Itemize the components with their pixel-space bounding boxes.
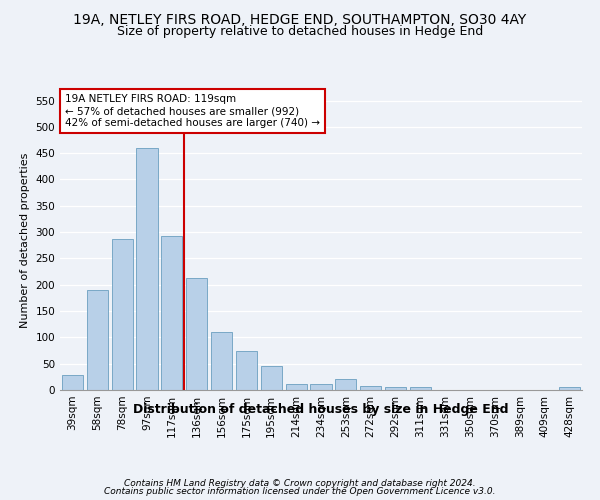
Bar	[310, 384, 332, 390]
Bar	[236, 351, 257, 390]
Y-axis label: Number of detached properties: Number of detached properties	[20, 152, 30, 328]
Bar	[87, 290, 108, 390]
Bar	[211, 332, 232, 390]
Bar	[385, 388, 406, 390]
Bar	[360, 386, 381, 390]
Text: Contains HM Land Registry data © Crown copyright and database right 2024.: Contains HM Land Registry data © Crown c…	[124, 478, 476, 488]
Bar	[410, 388, 431, 390]
Text: 19A NETLEY FIRS ROAD: 119sqm
← 57% of detached houses are smaller (992)
42% of s: 19A NETLEY FIRS ROAD: 119sqm ← 57% of de…	[65, 94, 320, 128]
Text: Size of property relative to detached houses in Hedge End: Size of property relative to detached ho…	[117, 25, 483, 38]
Text: 19A, NETLEY FIRS ROAD, HEDGE END, SOUTHAMPTON, SO30 4AY: 19A, NETLEY FIRS ROAD, HEDGE END, SOUTHA…	[73, 12, 527, 26]
Bar	[261, 366, 282, 390]
Bar	[286, 384, 307, 390]
Bar	[62, 376, 83, 390]
Bar	[136, 148, 158, 390]
Bar	[112, 239, 133, 390]
Bar	[186, 278, 207, 390]
Bar	[161, 236, 182, 390]
Bar	[335, 380, 356, 390]
Text: Contains public sector information licensed under the Open Government Licence v3: Contains public sector information licen…	[104, 487, 496, 496]
Text: Distribution of detached houses by size in Hedge End: Distribution of detached houses by size …	[133, 402, 509, 415]
Bar	[559, 388, 580, 390]
